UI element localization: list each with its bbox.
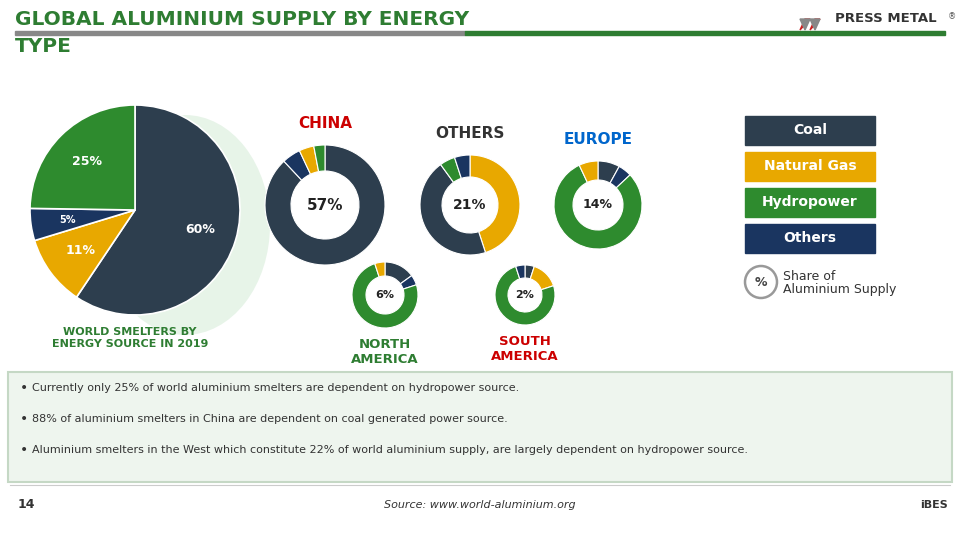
Polygon shape	[800, 19, 810, 30]
Wedge shape	[300, 146, 319, 174]
Wedge shape	[385, 262, 412, 284]
Wedge shape	[454, 155, 470, 178]
Ellipse shape	[100, 115, 270, 335]
Text: SOUTH
AMERICA: SOUTH AMERICA	[492, 335, 559, 363]
Text: Natural Gas: Natural Gas	[764, 159, 856, 173]
Wedge shape	[554, 165, 642, 249]
Text: 21%: 21%	[453, 198, 487, 212]
Text: GLOBAL ALUMINIUM SUPPLY BY ENERGY: GLOBAL ALUMINIUM SUPPLY BY ENERGY	[15, 10, 469, 29]
Wedge shape	[579, 161, 598, 183]
Polygon shape	[800, 19, 810, 30]
Bar	[745, 187, 875, 217]
Text: OTHERS: OTHERS	[435, 126, 505, 141]
Text: 14%: 14%	[583, 199, 613, 212]
Text: Currently only 25% of world aluminium smelters are dependent on hydropower sourc: Currently only 25% of world aluminium sm…	[32, 383, 519, 393]
Polygon shape	[810, 19, 820, 30]
Text: WORLD SMELTERS BY
ENERGY SOURCE IN 2019: WORLD SMELTERS BY ENERGY SOURCE IN 2019	[52, 327, 208, 349]
Wedge shape	[35, 210, 135, 297]
Bar	[15, 31, 465, 35]
Bar	[745, 116, 875, 145]
Wedge shape	[30, 208, 135, 241]
Text: 88% of aluminium smelters in China are dependent on coal generated power source.: 88% of aluminium smelters in China are d…	[32, 414, 508, 424]
FancyBboxPatch shape	[8, 372, 952, 482]
Text: TYPE: TYPE	[15, 37, 72, 56]
Text: 25%: 25%	[72, 155, 102, 168]
Circle shape	[745, 266, 777, 298]
Text: 60%: 60%	[185, 224, 215, 237]
Text: 6%: 6%	[375, 290, 395, 300]
Text: NORTH
AMERICA: NORTH AMERICA	[351, 338, 419, 366]
Wedge shape	[610, 166, 630, 188]
Text: PRESS METAL: PRESS METAL	[835, 11, 937, 24]
Text: Share of: Share of	[783, 269, 835, 282]
Wedge shape	[420, 165, 486, 255]
Wedge shape	[352, 264, 418, 328]
Wedge shape	[374, 262, 385, 277]
Wedge shape	[470, 155, 520, 253]
Bar	[465, 31, 945, 35]
Text: iBES: iBES	[921, 500, 948, 510]
Text: Coal: Coal	[793, 123, 827, 137]
Text: 2%: 2%	[516, 290, 535, 300]
Text: Others: Others	[783, 231, 836, 245]
Text: Aluminium Supply: Aluminium Supply	[783, 282, 897, 295]
Bar	[745, 224, 875, 253]
Wedge shape	[530, 266, 554, 290]
Text: •: •	[20, 412, 28, 426]
Text: Source: www.world-aluminium.org: Source: www.world-aluminium.org	[384, 500, 576, 510]
Wedge shape	[400, 275, 417, 289]
Text: 5%: 5%	[60, 214, 76, 225]
Text: EUROPE: EUROPE	[564, 132, 633, 147]
Text: •: •	[20, 443, 28, 457]
Text: ®: ®	[948, 12, 956, 21]
Text: 14: 14	[18, 498, 36, 511]
Bar	[745, 152, 875, 180]
Wedge shape	[516, 265, 525, 279]
Text: Hydropower: Hydropower	[762, 195, 858, 209]
Wedge shape	[314, 145, 325, 172]
Wedge shape	[30, 105, 135, 210]
Text: 11%: 11%	[65, 244, 95, 257]
Wedge shape	[284, 151, 310, 180]
Text: CHINA: CHINA	[298, 116, 352, 131]
Text: 57%: 57%	[307, 198, 344, 213]
Wedge shape	[265, 145, 385, 265]
Wedge shape	[598, 161, 619, 183]
Text: Aluminium smelters in the West which constitute 22% of world aluminium supply, a: Aluminium smelters in the West which con…	[32, 445, 748, 455]
Wedge shape	[77, 105, 240, 315]
Text: •: •	[20, 381, 28, 395]
Wedge shape	[525, 265, 535, 279]
Text: %: %	[755, 275, 767, 288]
Wedge shape	[441, 158, 462, 183]
Wedge shape	[495, 266, 555, 325]
Polygon shape	[810, 19, 820, 30]
